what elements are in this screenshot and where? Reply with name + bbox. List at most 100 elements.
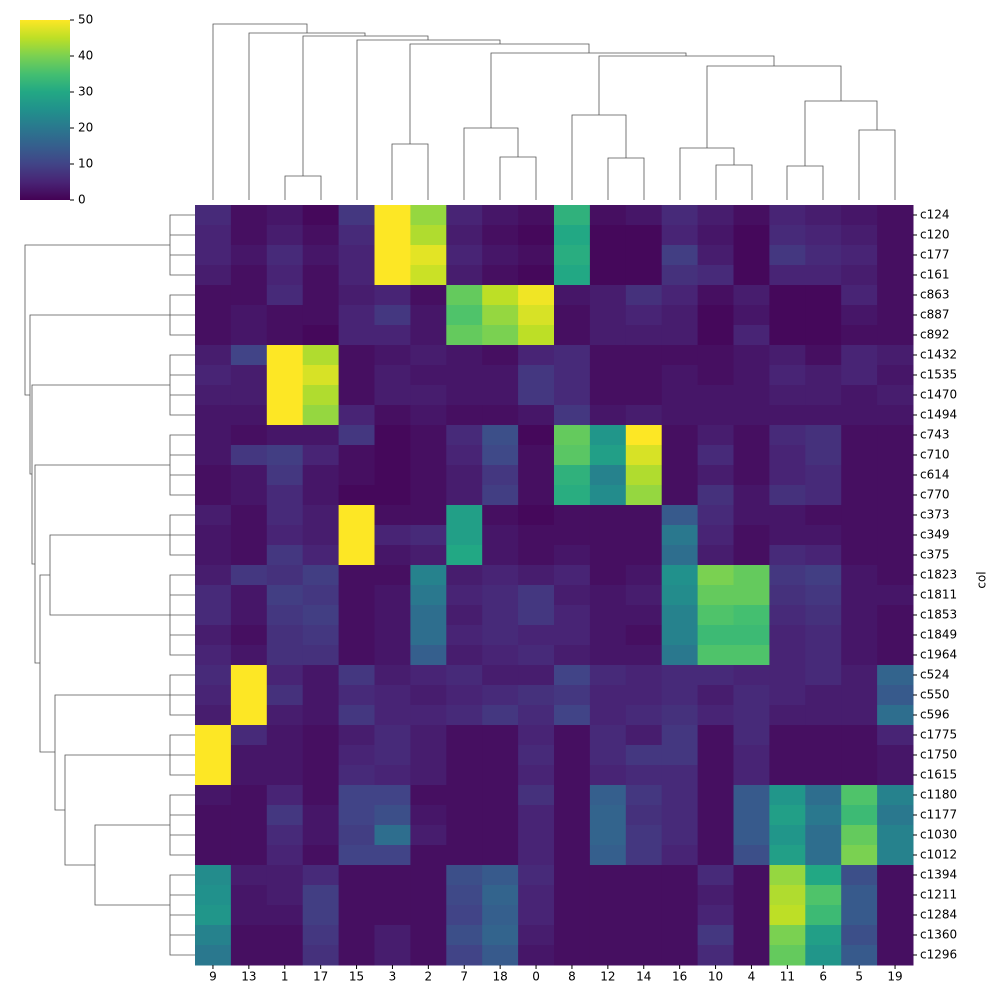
heatmap-cell	[195, 945, 232, 966]
heatmap-cell	[302, 625, 340, 646]
heatmap-cell	[338, 545, 375, 566]
heatmap-cell	[338, 345, 375, 366]
heatmap-cell	[805, 825, 842, 846]
heatmap-cell	[266, 245, 304, 266]
heatmap-cell	[482, 365, 519, 386]
heatmap-cell	[374, 885, 411, 906]
heatmap-cell	[733, 385, 770, 406]
heatmap-cell	[877, 345, 914, 366]
heatmap-cell	[625, 425, 663, 446]
heatmap-cell	[554, 765, 591, 786]
heatmap-cell	[446, 905, 483, 926]
heatmap-cell	[661, 685, 699, 706]
heatmap-cell	[302, 865, 340, 886]
heatmap-cell	[733, 785, 770, 806]
heatmap-cell	[302, 365, 340, 386]
heatmap-cell	[195, 405, 232, 426]
heatmap-cell	[374, 845, 411, 866]
heatmap-cell	[410, 765, 447, 786]
heatmap-cell	[482, 585, 519, 606]
heatmap-cell	[195, 205, 232, 226]
heatmap-cell	[410, 705, 447, 726]
heatmap-cell	[195, 325, 232, 346]
heatmap-cell	[266, 605, 304, 626]
heatmap-cell	[733, 445, 770, 466]
heatmap-cell	[589, 445, 627, 466]
heatmap-cell	[733, 725, 770, 746]
heatmap-cell	[877, 605, 914, 626]
heatmap-cell	[697, 205, 734, 226]
heatmap-cell	[877, 785, 914, 806]
heatmap-cell	[733, 805, 770, 826]
heatmap-cell	[410, 405, 447, 426]
y-tick-label: c1615	[920, 768, 957, 782]
heatmap-cell	[446, 645, 483, 666]
heatmap-cell	[518, 905, 555, 926]
heatmap-cell	[877, 505, 914, 526]
heatmap-cell	[625, 365, 663, 386]
heatmap-cell	[661, 905, 699, 926]
heatmap-cell	[805, 625, 842, 646]
heatmap-cell	[805, 225, 842, 246]
heatmap-cell	[410, 745, 447, 766]
heatmap-cell	[841, 205, 878, 226]
heatmap-cell	[410, 445, 447, 466]
heatmap-cell	[518, 485, 555, 506]
heatmap-cell	[733, 545, 770, 566]
heatmap-cell	[697, 885, 734, 906]
heatmap-cell	[554, 465, 591, 486]
heatmap-cell	[625, 825, 663, 846]
heatmap-cell	[338, 785, 375, 806]
heatmap-cell	[482, 785, 519, 806]
y-tick-label: c1964	[920, 648, 957, 662]
heatmap-cell	[625, 625, 663, 646]
heatmap-cell	[697, 905, 734, 926]
x-tick-label: 0	[532, 970, 540, 984]
heatmap-cell	[338, 505, 375, 526]
y-tick-label: c373	[920, 508, 950, 522]
heatmap-cell	[554, 825, 591, 846]
colorbar-tick-label: 20	[78, 121, 93, 135]
heatmap-cell	[446, 505, 483, 526]
heatmap-cell	[482, 285, 519, 306]
heatmap-cell	[697, 245, 734, 266]
heatmap-cell	[230, 725, 268, 746]
heatmap-cell	[805, 865, 842, 886]
heatmap-cell	[374, 205, 411, 226]
heatmap-cell	[697, 605, 734, 626]
x-tick-label: 8	[568, 970, 576, 984]
heatmap-cell	[482, 465, 519, 486]
heatmap-cell	[338, 885, 375, 906]
heatmap-cell	[195, 905, 232, 926]
heatmap-cell	[769, 765, 806, 786]
heatmap-cell	[482, 425, 519, 446]
y-tick-label: c1811	[920, 588, 957, 602]
heatmap-cell	[518, 685, 555, 706]
heatmap-cell	[769, 285, 806, 306]
heatmap-cell	[230, 305, 268, 326]
heatmap-cell	[482, 665, 519, 686]
heatmap-cell	[410, 465, 447, 486]
heatmap-cell	[338, 285, 375, 306]
heatmap-cell	[877, 705, 914, 726]
heatmap-cell	[338, 625, 375, 646]
heatmap-cell	[733, 565, 770, 586]
heatmap-cell	[374, 325, 411, 346]
heatmap-cell	[518, 605, 555, 626]
heatmap-cell	[769, 425, 806, 446]
heatmap-cell	[195, 685, 232, 706]
heatmap-cell	[338, 585, 375, 606]
heatmap-cell	[410, 305, 447, 326]
heatmap-cell	[554, 605, 591, 626]
heatmap-cell	[410, 905, 447, 926]
x-tick-label: 10	[708, 970, 723, 984]
heatmap-cell	[446, 885, 483, 906]
heatmap-cell	[661, 565, 699, 586]
x-tick-label: 15	[349, 970, 364, 984]
heatmap-cell	[338, 905, 375, 926]
heatmap-cell	[518, 805, 555, 826]
heatmap-cell	[554, 785, 591, 806]
heatmap-cell	[733, 525, 770, 546]
heatmap-cell	[554, 385, 591, 406]
heatmap-cell	[805, 245, 842, 266]
